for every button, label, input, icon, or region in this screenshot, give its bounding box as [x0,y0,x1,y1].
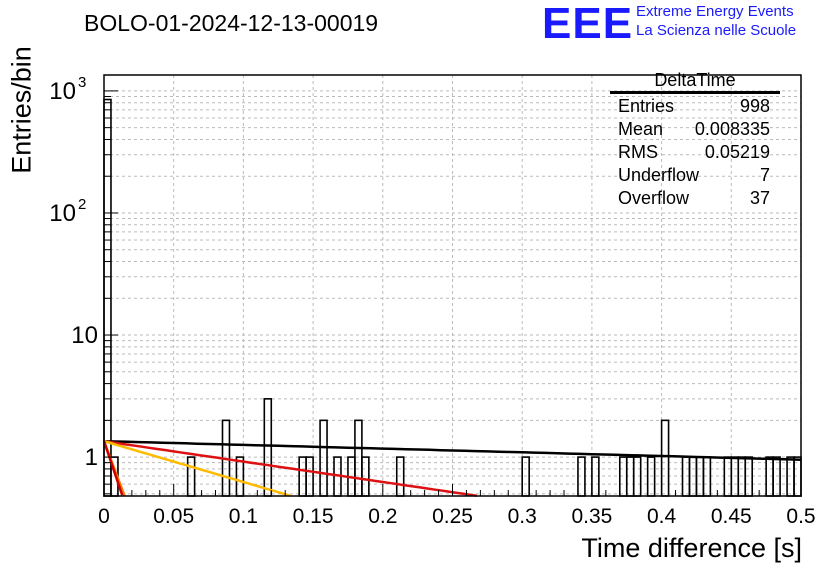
x-tick-label: 0.05 [153,505,194,528]
stats-row: Overflow 37 [612,187,778,210]
histogram-bar [103,98,112,497]
stats-value: 7 [759,165,770,185]
fit-curve [102,440,124,496]
x-tick-label: 0 [98,505,110,528]
x-tick-label: 0.35 [571,505,612,528]
y-tick-label: 10 [71,322,98,349]
y-tick-exponent: 3 [78,74,86,91]
y-tick-exponent: 2 [78,196,86,213]
y-axis-label-text: Entries/bin [6,46,37,174]
eee-logo: EEE [542,0,634,48]
stats-box: DeltaTime Entries 998 Mean 0.008335 RMS 0.0… [610,70,780,210]
histogram-bar [263,398,273,497]
stats-value: 998 [739,96,770,116]
stats-value: 0.05219 [704,142,770,162]
run-title: BOLO-01-2024-12-13-00019 [84,10,379,36]
eee-logo-text: Extreme Energy Events La Scienza nelle S… [636,2,796,40]
stats-row: RMS 0.05219 [612,141,778,164]
stats-row: Underflow 7 [612,164,778,187]
logo-line-1: Extreme Energy Events [636,3,794,20]
stats-label: Underflow [618,165,700,185]
stats-label: Entries [618,96,675,116]
stats-title: DeltaTime [654,70,736,90]
y-tick-label: 10 [49,78,76,105]
fit-curves [102,439,802,498]
stats-row: Entries 998 [612,95,778,118]
x-tick-label: 0.3 [508,505,537,528]
x-tick-label: 0.2 [368,505,397,528]
stats-rule [610,91,780,94]
stats-row: Mean 0.008335 [612,118,778,141]
x-tick-label: 0.45 [711,505,752,528]
x-axis: 0 0.05 0.1 0.15 0.2 0.25 0.3 0.35 0.4 0.45 0.5 [98,484,816,528]
logo-line-2: La Scienza nelle Scuole [636,22,797,39]
fit-curve [103,439,802,461]
x-tick-label: 0.5 [786,505,815,528]
x-tick-label: 0.4 [647,505,677,528]
stats-label: RMS [618,142,658,162]
x-tick-label: 0.1 [229,505,258,528]
fit-curve [103,439,291,497]
x-tick-label: 0.15 [293,505,334,528]
y-tick-label: 1 [85,444,98,471]
x-tick-label: 0.25 [432,505,473,528]
fit-curve [103,439,477,498]
y-axis-label: Entries/bin [2,0,42,200]
x-axis-label: Time difference [s] [581,533,802,563]
stats-label: Mean [618,119,664,139]
y-tick-label: 10 [49,200,76,227]
stats-value: 0.008335 [694,119,770,139]
stats-label: Overflow [618,188,690,208]
stats-value: 37 [749,188,770,208]
